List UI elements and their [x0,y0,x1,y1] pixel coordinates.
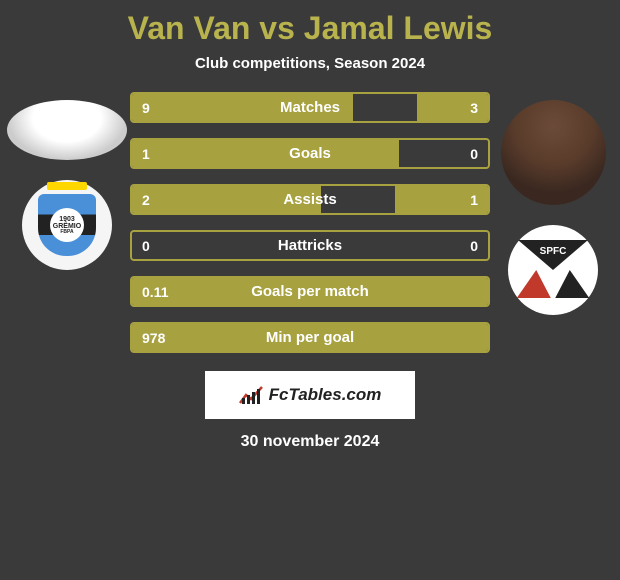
vs-text: vs [259,10,295,46]
stat-right-value: 0 [470,140,478,167]
date-text: 30 november 2024 [0,433,620,451]
stat-label: Hattricks [132,232,488,259]
stat-row: 1Goals0 [130,138,490,169]
stat-label: Assists [132,186,488,213]
player-right-avatar [501,100,606,205]
stat-label: Min per goal [132,324,488,351]
gremio-year: 1903 [59,216,75,223]
player-right-name: Jamal Lewis [304,10,493,46]
stat-row: 0Hattricks0 [130,230,490,261]
gremio-inner: 1903 GRÊMIO FBPA [50,208,84,242]
stat-label: Matches [132,94,488,121]
stat-right-value: 1 [470,186,478,213]
stat-row: 0.11Goals per match [130,276,490,307]
comparison-card: Van Van vs Jamal Lewis Club competitions… [0,0,620,451]
stat-label: Goals [132,140,488,167]
player-left-avatar [7,100,127,160]
subtitle: Club competitions, Season 2024 [0,55,620,72]
stat-row: 978Min per goal [130,322,490,353]
right-column: SPFC [498,92,608,315]
gremio-sub: FBPA [60,230,73,235]
club-left-badge: 1903 GRÊMIO FBPA [22,180,112,270]
spfc-name: SPFC [518,246,588,257]
stat-right-value: 0 [470,232,478,259]
stat-label: Goals per match [132,278,488,305]
page-title: Van Van vs Jamal Lewis [0,10,620,47]
spfc-shield: SPFC [518,240,588,300]
content-row: 1903 GRÊMIO FBPA 9Matches31Goals02Assist… [0,92,620,353]
branding-badge: FcTables.com [205,371,415,419]
chart-icon [239,385,263,405]
stats-bars: 9Matches31Goals02Assists10Hattricks00.11… [130,92,490,353]
club-right-badge: SPFC [508,225,598,315]
stat-right-value: 3 [470,94,478,121]
player-left-name: Van Van [128,10,251,46]
branding-text: FcTables.com [269,385,382,405]
left-column: 1903 GRÊMIO FBPA [12,92,122,270]
stat-row: 2Assists1 [130,184,490,215]
stat-row: 9Matches3 [130,92,490,123]
gremio-shield: 1903 GRÊMIO FBPA [38,194,96,256]
